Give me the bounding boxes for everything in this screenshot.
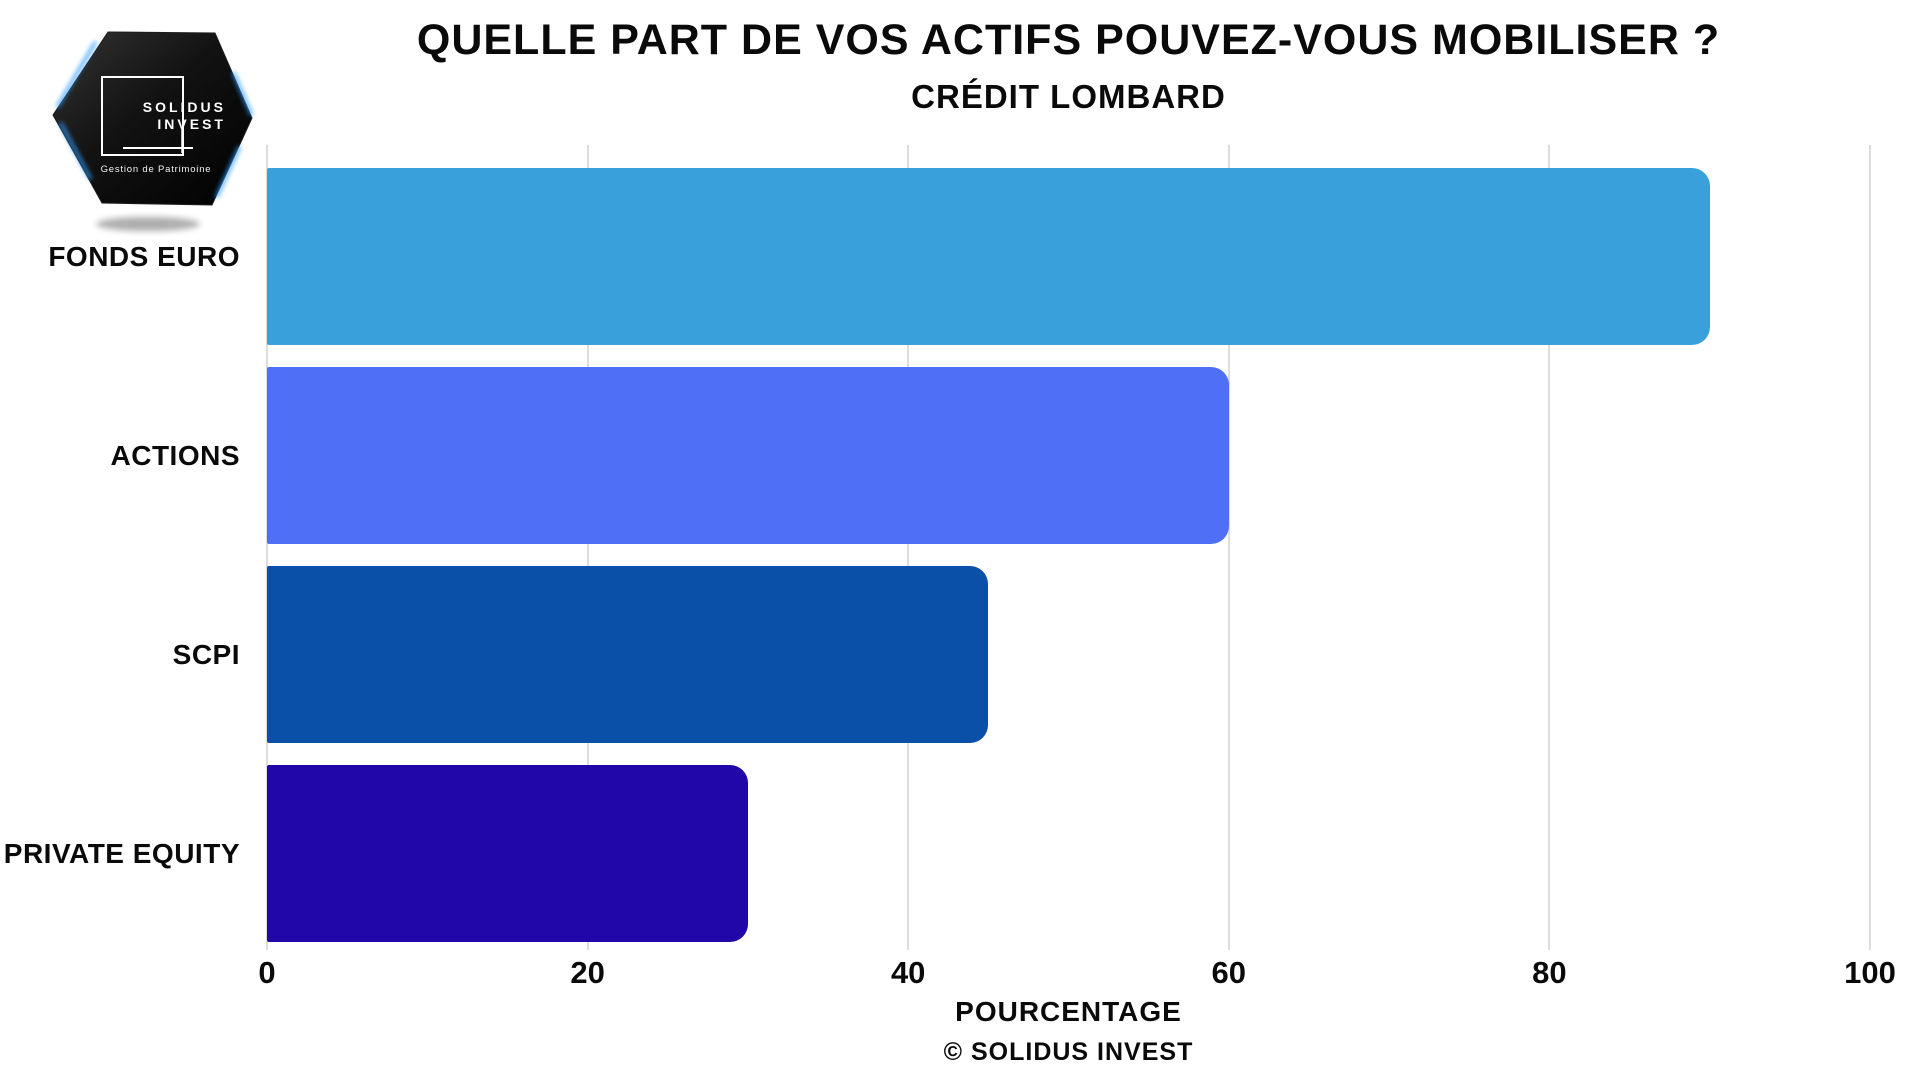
category-label-private-equity: PRIVATE EQUITY [3, 838, 240, 869]
x-tick-label-0: 0 [258, 955, 276, 990]
x-tick-label-20: 20 [570, 955, 605, 990]
y-axis-category-labels: FONDS EURO ACTIONS SCPI PRIVATE EQUITY [0, 145, 240, 950]
bar-scpi [267, 566, 989, 743]
chart-subtitle: CRÉDIT LOMBARD [911, 78, 1226, 115]
bar-fonds-euro [267, 168, 1710, 345]
x-tick-label-100: 100 [1844, 955, 1896, 990]
x-tick-label-80: 80 [1532, 955, 1567, 990]
category-label-scpi: SCPI [172, 639, 240, 670]
category-label-actions: ACTIONS [110, 440, 240, 471]
logo-brand-line2: INVEST [157, 116, 226, 132]
bar-private-equity [267, 765, 748, 942]
hexagon-badge [52, 31, 253, 206]
copyright-credit: © SOLIDUS INVEST [943, 1038, 1194, 1066]
category-label-fonds-euro: FONDS EURO [48, 241, 240, 272]
gridline-x-0 [266, 145, 268, 950]
gridline-x-80 [1548, 145, 1551, 950]
bar-actions [267, 367, 1229, 544]
logo-tagline: Gestion de Patrimoine [101, 164, 212, 175]
logo-brand-line1: SOLIDUS [143, 99, 226, 115]
hexagon-blue-glow [56, 41, 253, 198]
gridline-x-40 [907, 145, 910, 950]
x-tick-label-40: 40 [890, 955, 926, 990]
chart-title: QUELLE PART DE VOS ACTIFS POUVEZ-VOUS MO… [416, 16, 1721, 64]
x-tick-label-60: 60 [1211, 955, 1247, 990]
gridline-x-100 [1869, 145, 1871, 950]
x-axis-label: POURCENTAGE [955, 996, 1182, 1027]
logo-shadow [96, 217, 200, 231]
plot-area: 0 20 40 60 80 100 [258, 145, 1896, 990]
logo-square-outline [101, 76, 184, 156]
gridline-x-20 [586, 145, 589, 950]
gridline-x-60 [1227, 145, 1230, 950]
solidus-invest-logo: SOLIDUS INVEST Gestion de Patrimoine [52, 31, 253, 231]
